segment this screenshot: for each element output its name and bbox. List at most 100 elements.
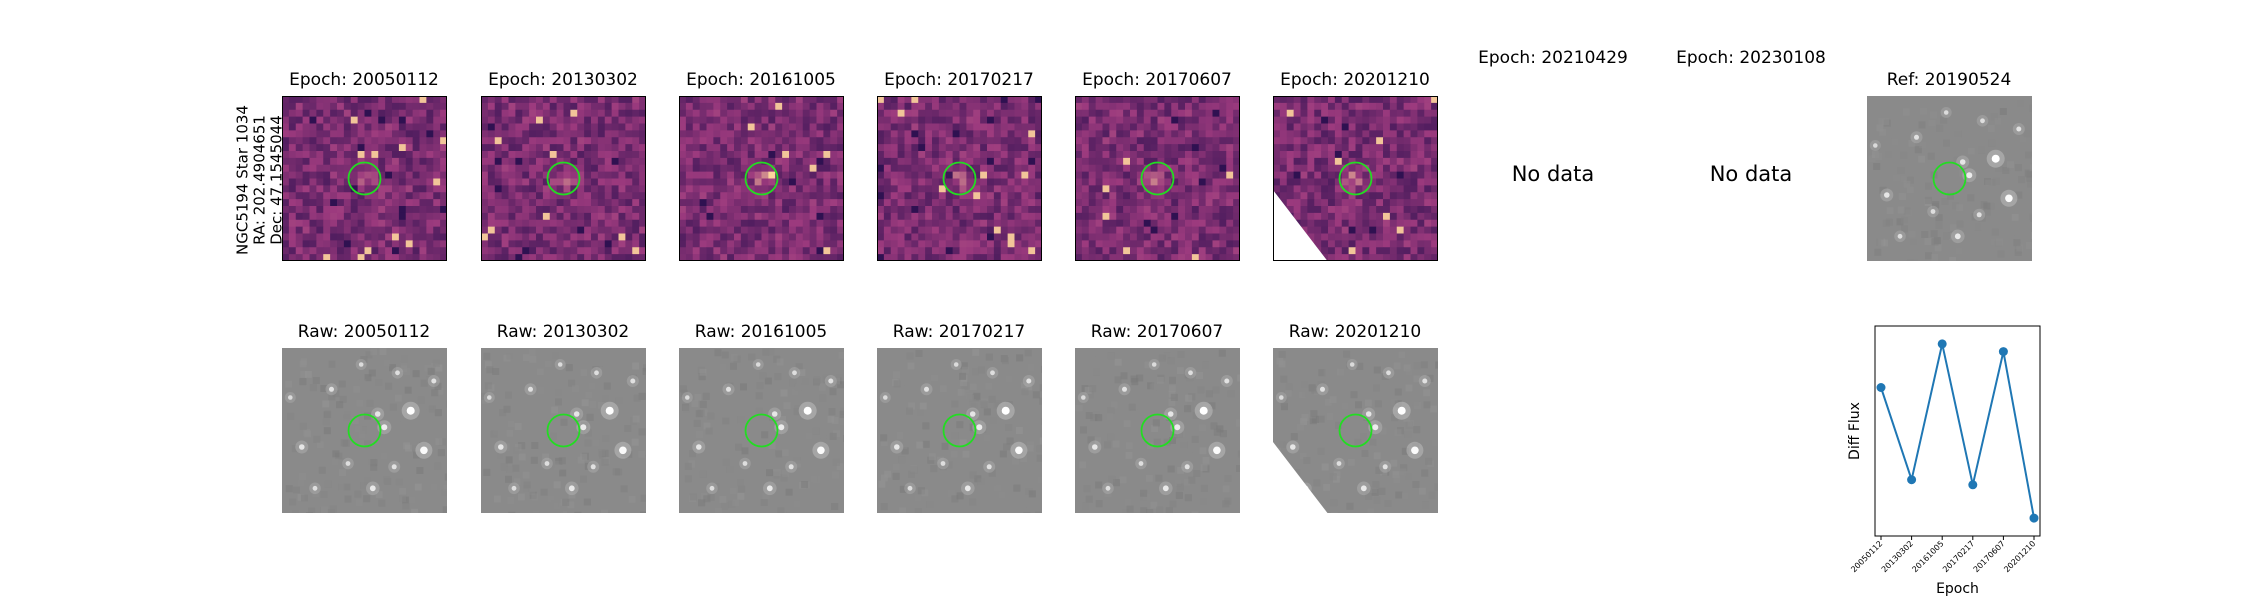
pixel (495, 213, 502, 220)
pixel (515, 103, 522, 110)
pixel (953, 144, 960, 151)
pixel (509, 103, 516, 110)
pixel (1089, 130, 1096, 137)
pixel (1082, 151, 1089, 158)
pixel (1171, 144, 1178, 151)
pixel (932, 137, 939, 144)
pixel (823, 192, 830, 199)
noise-pixel (1139, 404, 1146, 411)
pixel (296, 137, 303, 144)
pixel (406, 199, 413, 206)
pixel (536, 206, 543, 213)
diff-flux-light-curve: 2005011220130302201610052017021720170607… (1845, 312, 2075, 602)
pixel (1301, 172, 1308, 179)
pixel (891, 172, 898, 179)
pixel (980, 240, 987, 247)
star (828, 379, 833, 384)
pixel (1314, 96, 1321, 103)
pixel (351, 227, 358, 234)
pixel (385, 158, 392, 165)
pixel (433, 220, 440, 227)
pixel (1137, 220, 1144, 227)
pixel (488, 117, 495, 124)
pixel (1192, 96, 1199, 103)
pixel (378, 220, 385, 227)
pixel (605, 234, 612, 241)
pixel (310, 206, 317, 213)
pixel (1151, 124, 1158, 131)
pixel (1411, 151, 1418, 158)
pixel (495, 117, 502, 124)
pixel (905, 185, 912, 192)
noise-pixel (1192, 446, 1199, 453)
pixel (837, 254, 844, 261)
pixel (994, 227, 1001, 234)
pixel (932, 206, 939, 213)
noise-pixel (2018, 176, 2025, 183)
pixel (1294, 158, 1301, 165)
pixel (1397, 110, 1404, 117)
pixel (911, 130, 918, 137)
pixel (987, 185, 994, 192)
pixel (392, 192, 399, 199)
pixel (371, 137, 378, 144)
pixel (1151, 206, 1158, 213)
pixel (898, 247, 905, 254)
pixel (330, 227, 337, 234)
pixel (392, 254, 399, 261)
star (1002, 407, 1010, 415)
pixel (440, 199, 447, 206)
pixel (1151, 117, 1158, 124)
star (346, 461, 351, 466)
pixel (817, 117, 824, 124)
pixel (1130, 117, 1137, 124)
pixel (413, 199, 420, 206)
pixel (1123, 110, 1130, 117)
pixel (1390, 110, 1397, 117)
pixel (392, 96, 399, 103)
pixel (515, 151, 522, 158)
pixel (817, 234, 824, 241)
pixel (830, 117, 837, 124)
noise-pixel (405, 387, 412, 394)
noise-pixel (545, 361, 552, 368)
pixel (1021, 144, 1028, 151)
noise-pixel (1223, 485, 1230, 492)
pixel (1287, 179, 1294, 186)
pixel (810, 144, 817, 151)
star (990, 370, 995, 375)
pixel (762, 144, 769, 151)
pixel (693, 124, 700, 131)
pixel (1383, 151, 1390, 158)
pixel (1369, 117, 1376, 124)
star (370, 485, 376, 491)
pixel (1028, 124, 1035, 131)
pixel (837, 103, 844, 110)
pixel (1321, 179, 1328, 186)
pixel (1206, 185, 1213, 192)
pixel (543, 96, 550, 103)
noise-pixel (428, 368, 435, 375)
pixel (775, 234, 782, 241)
pixel (1397, 179, 1404, 186)
pixel (1137, 110, 1144, 117)
pixel (625, 158, 632, 165)
pixel (1314, 227, 1321, 234)
noise-pixel (921, 489, 928, 496)
pixel (1301, 158, 1308, 165)
pixel (310, 240, 317, 247)
pixel (1219, 144, 1226, 151)
pixel (755, 179, 762, 186)
pixel (612, 213, 619, 220)
pixel (898, 185, 905, 192)
pixel (830, 137, 837, 144)
pixel (1397, 151, 1404, 158)
noise-pixel (1224, 475, 1231, 482)
noise-pixel (559, 470, 566, 477)
pixel (488, 137, 495, 144)
noise-pixel (893, 464, 900, 471)
pixel (536, 130, 543, 137)
pixel (365, 103, 372, 110)
pixel (515, 234, 522, 241)
pixel (1001, 254, 1008, 261)
